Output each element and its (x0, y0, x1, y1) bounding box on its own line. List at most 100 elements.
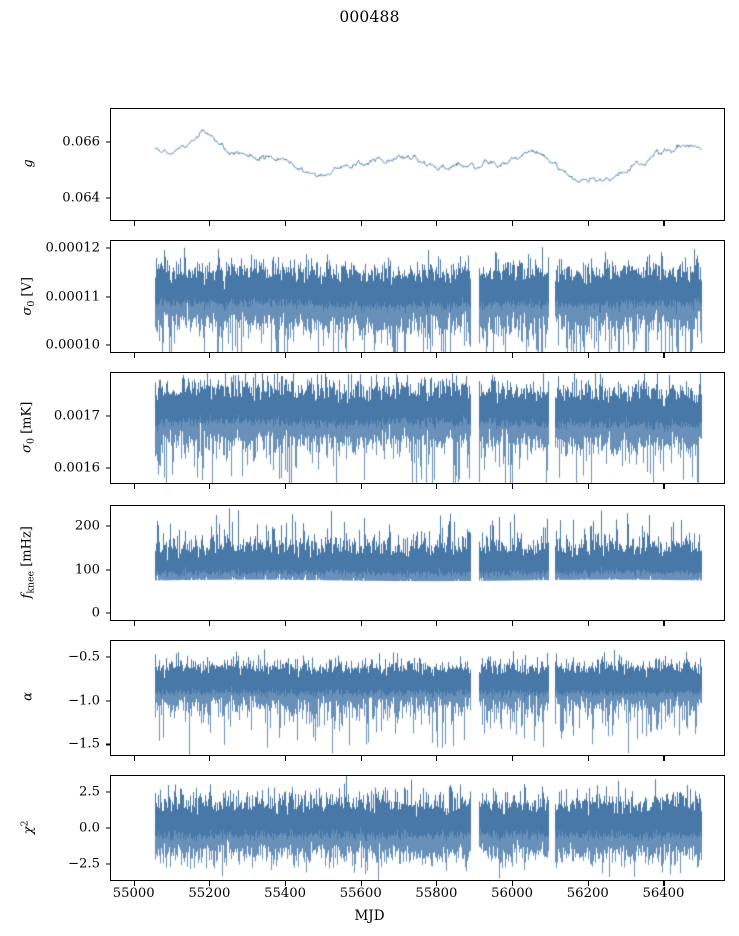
ytick-label-f_knee-0: 0 (91, 605, 100, 621)
ylabel-chi2: χ2 (19, 820, 37, 835)
ytick-label-sigma0_volts-0: 0.00010 (45, 337, 100, 353)
ytick-mark-chi2-0 (105, 863, 110, 865)
panel-sigma0_volts (110, 240, 725, 353)
ytick-label-sigma0_volts-1: 0.00011 (45, 289, 100, 304)
xtick-mark-p2-5 (512, 484, 514, 489)
ytick-label-alpha-0: −1.5 (67, 736, 100, 752)
ytick-label-alpha-2: −0.5 (67, 649, 100, 665)
xtick-mark-p3-1 (209, 621, 211, 626)
ylabel-gain: g (20, 158, 36, 168)
xtick-label-0: 55000 (112, 886, 155, 901)
xtick-mark-p0-4 (436, 221, 438, 226)
xtick-label-2: 55400 (264, 886, 307, 901)
xtick-label-3: 55600 (339, 886, 382, 901)
xtick-mark-p3-2 (285, 621, 287, 626)
xtick-mark-p1-6 (587, 353, 589, 358)
ytick-label-sigma0_mk-0: 0.0016 (53, 460, 100, 476)
panel-sigma0_mk (110, 372, 725, 484)
xtick-mark-p1-5 (512, 353, 514, 358)
ytick-label-gain-0: 0.064 (62, 190, 100, 206)
xtick-mark-p5-6 (587, 881, 589, 886)
xtick-mark-p4-2 (285, 756, 287, 761)
panel-chi2 (110, 775, 725, 881)
xtick-label-7: 56400 (642, 886, 685, 901)
xtick-mark-p2-1 (209, 484, 211, 489)
ylabel-sigma0_mk: σ0 [mK] (19, 401, 37, 453)
ytick-label-sigma0_mk-1: 0.0017 (53, 408, 100, 424)
xtick-mark-p2-3 (360, 484, 362, 489)
ytick-mark-f_knee-1 (105, 569, 110, 571)
xtick-mark-p2-0 (133, 484, 135, 489)
xtick-mark-p3-7 (663, 621, 665, 626)
xtick-mark-p4-5 (512, 756, 514, 761)
xtick-mark-p2-2 (285, 484, 287, 489)
series-sigma0_mk (111, 373, 724, 483)
ytick-label-f_knee-1: 100 (74, 562, 100, 578)
ytick-mark-chi2-2 (105, 791, 110, 793)
ytick-mark-chi2-1 (105, 827, 110, 829)
series-gain (111, 109, 724, 220)
xtick-mark-p1-7 (663, 353, 665, 358)
xtick-mark-p1-3 (360, 353, 362, 358)
series-sigma0_volts (111, 241, 724, 352)
xtick-mark-p2-7 (663, 484, 665, 489)
xtick-mark-p5-4 (436, 881, 438, 886)
xtick-mark-p5-1 (209, 881, 211, 886)
xtick-label-6: 56200 (566, 886, 609, 901)
ylabel-sigma0_volts: σ0 [V] (19, 276, 37, 316)
xtick-label-5: 56000 (491, 886, 534, 901)
xtick-mark-p0-6 (587, 221, 589, 226)
xtick-mark-p0-3 (360, 221, 362, 226)
xtick-mark-p0-1 (209, 221, 211, 226)
ytick-mark-sigma0_volts-0 (105, 344, 110, 346)
xtick-mark-p3-6 (587, 621, 589, 626)
panel-gain (110, 108, 725, 221)
xtick-mark-p5-0 (133, 881, 135, 886)
xtick-mark-p4-3 (360, 756, 362, 761)
xtick-mark-p4-7 (663, 756, 665, 761)
series-chi2 (111, 776, 724, 880)
ytick-mark-sigma0_mk-0 (105, 467, 110, 469)
xtick-mark-p3-5 (512, 621, 514, 626)
ytick-mark-alpha-1 (105, 700, 110, 702)
xtick-mark-p3-3 (360, 621, 362, 626)
xtick-mark-p3-0 (133, 621, 135, 626)
xtick-mark-p1-0 (133, 353, 135, 358)
xtick-mark-p0-0 (133, 221, 135, 226)
xtick-mark-p2-4 (436, 484, 438, 489)
ytick-label-chi2-0: −2.5 (67, 856, 100, 872)
xtick-mark-p5-7 (663, 881, 665, 886)
xtick-mark-p4-0 (133, 756, 135, 761)
ytick-mark-sigma0_volts-1 (105, 295, 110, 298)
xtick-label-4: 55800 (415, 886, 458, 901)
xtick-mark-p1-2 (285, 353, 287, 358)
xtick-mark-p3-4 (436, 621, 438, 626)
xtick-mark-p5-3 (360, 881, 362, 886)
ytick-mark-alpha-0 (105, 743, 110, 745)
ytick-mark-sigma0_mk-1 (105, 415, 110, 417)
xtick-mark-p5-5 (512, 881, 514, 886)
xtick-mark-p0-5 (512, 221, 514, 226)
ylabel-alpha: α (20, 692, 36, 701)
xtick-mark-p4-1 (209, 756, 211, 761)
ytick-mark-alpha-2 (105, 656, 110, 658)
xtick-mark-p4-4 (436, 756, 438, 761)
ylabel-f_knee: fknee [mHz] (19, 526, 37, 599)
xtick-mark-p2-6 (587, 484, 589, 489)
xtick-mark-p0-7 (663, 221, 665, 226)
ytick-label-gain-1: 0.066 (62, 134, 100, 150)
panel-alpha (110, 640, 725, 756)
x-axis-label: MJD (354, 908, 385, 924)
xtick-mark-p0-2 (285, 221, 287, 226)
ytick-label-f_knee-2: 200 (74, 518, 100, 534)
ytick-mark-f_knee-0 (105, 612, 110, 614)
ytick-label-chi2-1: 0.0 (79, 820, 100, 836)
xtick-mark-p1-4 (436, 353, 438, 358)
ytick-label-alpha-1: −1.0 (67, 693, 100, 709)
series-alpha (111, 641, 724, 755)
xtick-mark-p1-1 (209, 353, 211, 358)
series-f_knee (111, 506, 724, 620)
ytick-mark-gain-0 (105, 197, 110, 199)
panel-f_knee (110, 505, 725, 621)
